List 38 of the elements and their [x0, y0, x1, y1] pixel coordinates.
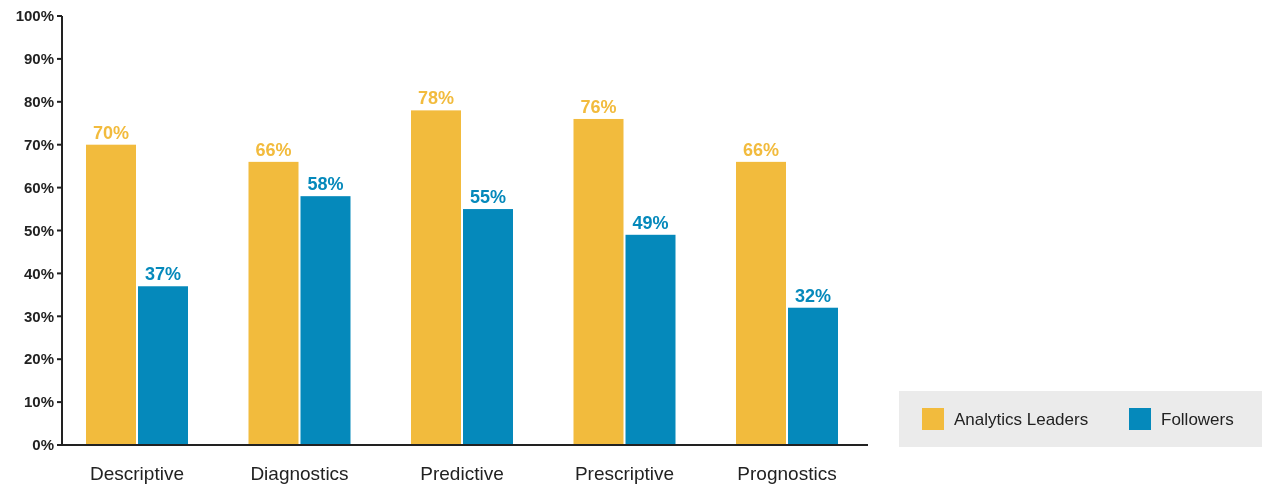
y-tick-label: 90% [23, 50, 54, 68]
y-tick-label: 70% [23, 135, 54, 153]
data-label: 66% [255, 139, 292, 160]
legend-label: Followers [1161, 409, 1234, 429]
data-label: 58% [307, 174, 344, 195]
data-label: 49% [632, 212, 669, 233]
x-tick-label: Prognostics [737, 463, 837, 484]
x-tick-label: Predictive [420, 463, 504, 484]
bar [86, 144, 136, 445]
bar [573, 118, 624, 445]
data-label: 78% [417, 88, 455, 109]
x-tick-label: Diagnostics [250, 463, 349, 484]
legend-label: Analytics Leaders [954, 409, 1089, 429]
bar [138, 286, 188, 445]
data-label: 76% [580, 96, 617, 117]
bar [625, 234, 676, 445]
y-tick-label: 100% [15, 7, 54, 25]
y-tick-label: 40% [23, 264, 54, 282]
bar [463, 209, 513, 445]
data-label: 55% [469, 187, 507, 208]
bar [411, 110, 461, 445]
y-tick-label: 30% [23, 307, 54, 325]
x-tick-label: Descriptive [90, 463, 184, 484]
y-tick-label: 50% [23, 221, 54, 239]
bar [736, 161, 786, 445]
x-tick-label: Prescriptive [574, 463, 675, 484]
y-tick-label: 80% [23, 93, 54, 111]
bar [300, 196, 351, 445]
data-label: 70% [92, 122, 130, 143]
y-tick-label: 10% [23, 393, 54, 411]
y-tick-label: 60% [23, 178, 54, 196]
bar [248, 161, 299, 445]
y-tick-label: 0% [32, 436, 54, 454]
data-label: 32% [794, 285, 832, 306]
y-tick-label: 20% [23, 350, 54, 368]
data-label: 66% [742, 139, 780, 160]
data-label: 37% [144, 264, 182, 285]
bar [788, 307, 838, 445]
